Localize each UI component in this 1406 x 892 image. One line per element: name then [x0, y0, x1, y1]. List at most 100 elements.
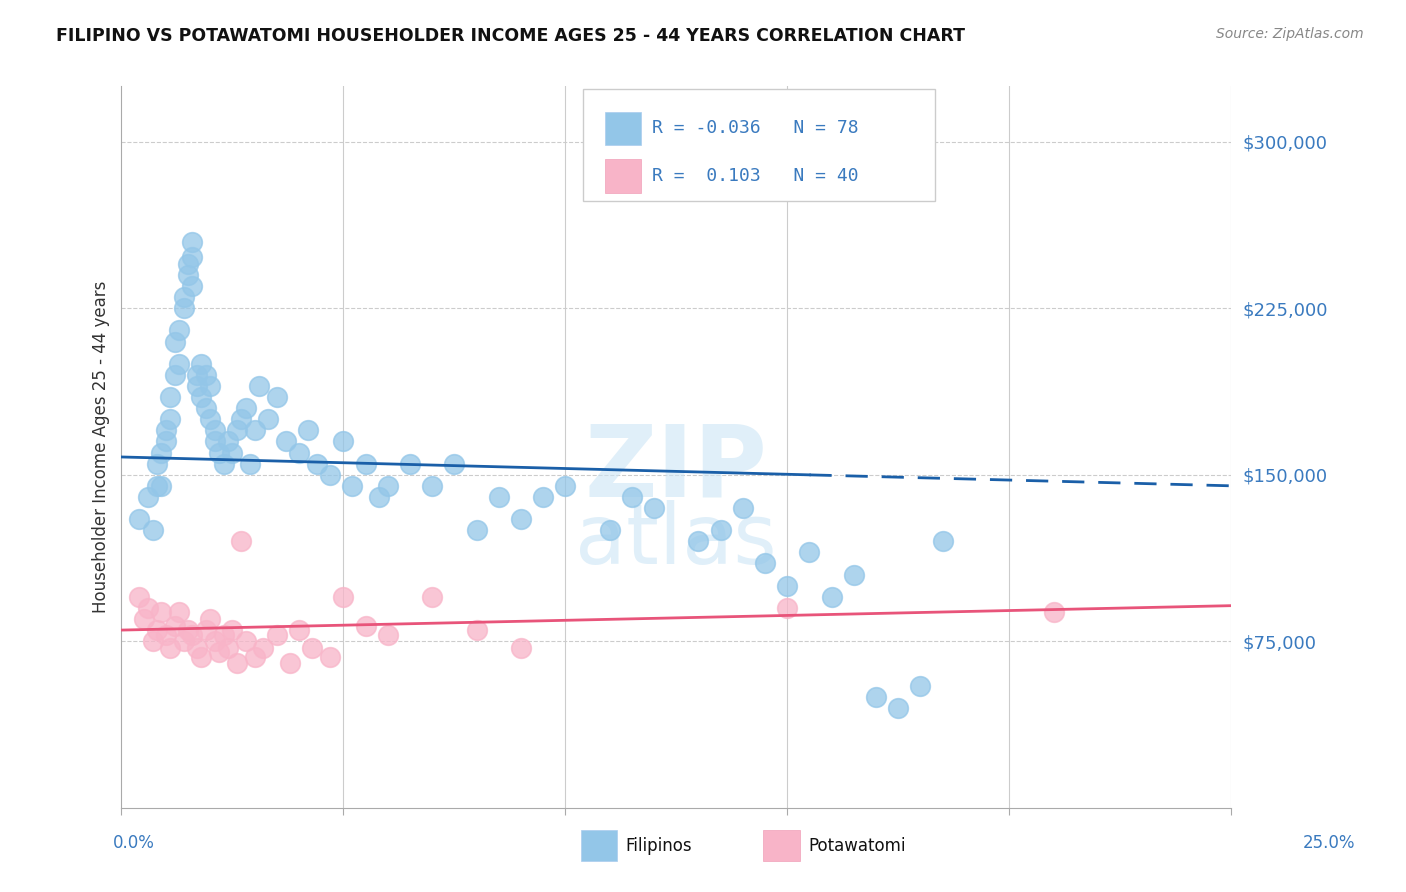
Point — [221, 445, 243, 459]
Point — [332, 590, 354, 604]
Point — [194, 368, 217, 382]
Point — [167, 323, 190, 337]
Point — [842, 567, 865, 582]
Point — [155, 434, 177, 449]
Point — [186, 379, 208, 393]
Point — [367, 490, 389, 504]
Point — [163, 334, 186, 349]
Point — [155, 423, 177, 437]
Text: R =  0.103   N = 40: R = 0.103 N = 40 — [652, 167, 859, 185]
Point — [231, 534, 253, 549]
Point — [128, 512, 150, 526]
Text: Potawatomi: Potawatomi — [808, 837, 905, 855]
Point — [354, 618, 377, 632]
Point — [297, 423, 319, 437]
Point — [305, 457, 328, 471]
Point — [146, 623, 169, 637]
Point — [136, 600, 159, 615]
Point — [443, 457, 465, 471]
Point — [194, 401, 217, 416]
Point — [212, 457, 235, 471]
Point — [239, 457, 262, 471]
Point — [776, 600, 799, 615]
Point — [190, 390, 212, 404]
Point — [173, 634, 195, 648]
Point — [128, 590, 150, 604]
Point — [465, 523, 488, 537]
Point — [266, 627, 288, 641]
Point — [173, 301, 195, 316]
Point — [167, 357, 190, 371]
Point — [332, 434, 354, 449]
Point — [377, 479, 399, 493]
Point — [208, 445, 231, 459]
Point — [217, 434, 239, 449]
Text: R = -0.036   N = 78: R = -0.036 N = 78 — [652, 120, 859, 137]
Point — [141, 523, 163, 537]
Point — [531, 490, 554, 504]
Point — [731, 501, 754, 516]
Point — [208, 645, 231, 659]
Point — [225, 423, 247, 437]
Point — [319, 467, 342, 482]
Point — [465, 623, 488, 637]
Point — [132, 612, 155, 626]
Point — [688, 534, 710, 549]
Point — [354, 457, 377, 471]
Point — [278, 657, 301, 671]
Text: 0.0%: 0.0% — [112, 834, 155, 852]
Point — [399, 457, 422, 471]
Point — [141, 634, 163, 648]
Point — [931, 534, 953, 549]
Point — [212, 627, 235, 641]
Point — [377, 627, 399, 641]
Point — [820, 590, 842, 604]
Point — [887, 700, 910, 714]
Point — [181, 250, 204, 264]
Point — [217, 640, 239, 655]
Point — [243, 423, 266, 437]
Point — [163, 368, 186, 382]
Point — [710, 523, 733, 537]
Point — [342, 479, 364, 493]
Point — [150, 479, 173, 493]
Text: FILIPINO VS POTAWATOMI HOUSEHOLDER INCOME AGES 25 - 44 YEARS CORRELATION CHART: FILIPINO VS POTAWATOMI HOUSEHOLDER INCOM… — [56, 27, 966, 45]
Point — [221, 623, 243, 637]
Point — [163, 618, 186, 632]
Point — [865, 690, 887, 704]
Point — [301, 640, 323, 655]
Point — [910, 679, 932, 693]
Point — [420, 590, 443, 604]
Point — [200, 612, 222, 626]
Point — [150, 605, 173, 619]
Point — [186, 368, 208, 382]
Point — [1042, 605, 1064, 619]
Point — [554, 479, 576, 493]
Point — [510, 640, 533, 655]
Point — [190, 649, 212, 664]
Point — [186, 640, 208, 655]
Point — [510, 512, 533, 526]
Point — [799, 545, 821, 559]
Point — [288, 445, 311, 459]
Point — [177, 623, 200, 637]
Point — [159, 390, 181, 404]
Point — [643, 501, 665, 516]
Point — [288, 623, 311, 637]
Point — [177, 257, 200, 271]
Point — [146, 479, 169, 493]
Point — [776, 579, 799, 593]
Point — [231, 412, 253, 426]
Point — [190, 357, 212, 371]
Point — [225, 657, 247, 671]
Point — [155, 627, 177, 641]
Point — [167, 605, 190, 619]
Text: 25.0%: 25.0% — [1302, 834, 1355, 852]
Point — [136, 490, 159, 504]
Point — [181, 279, 204, 293]
Point — [159, 640, 181, 655]
Text: Filipinos: Filipinos — [626, 837, 692, 855]
Point — [204, 434, 226, 449]
Point — [200, 412, 222, 426]
Point — [181, 235, 204, 249]
